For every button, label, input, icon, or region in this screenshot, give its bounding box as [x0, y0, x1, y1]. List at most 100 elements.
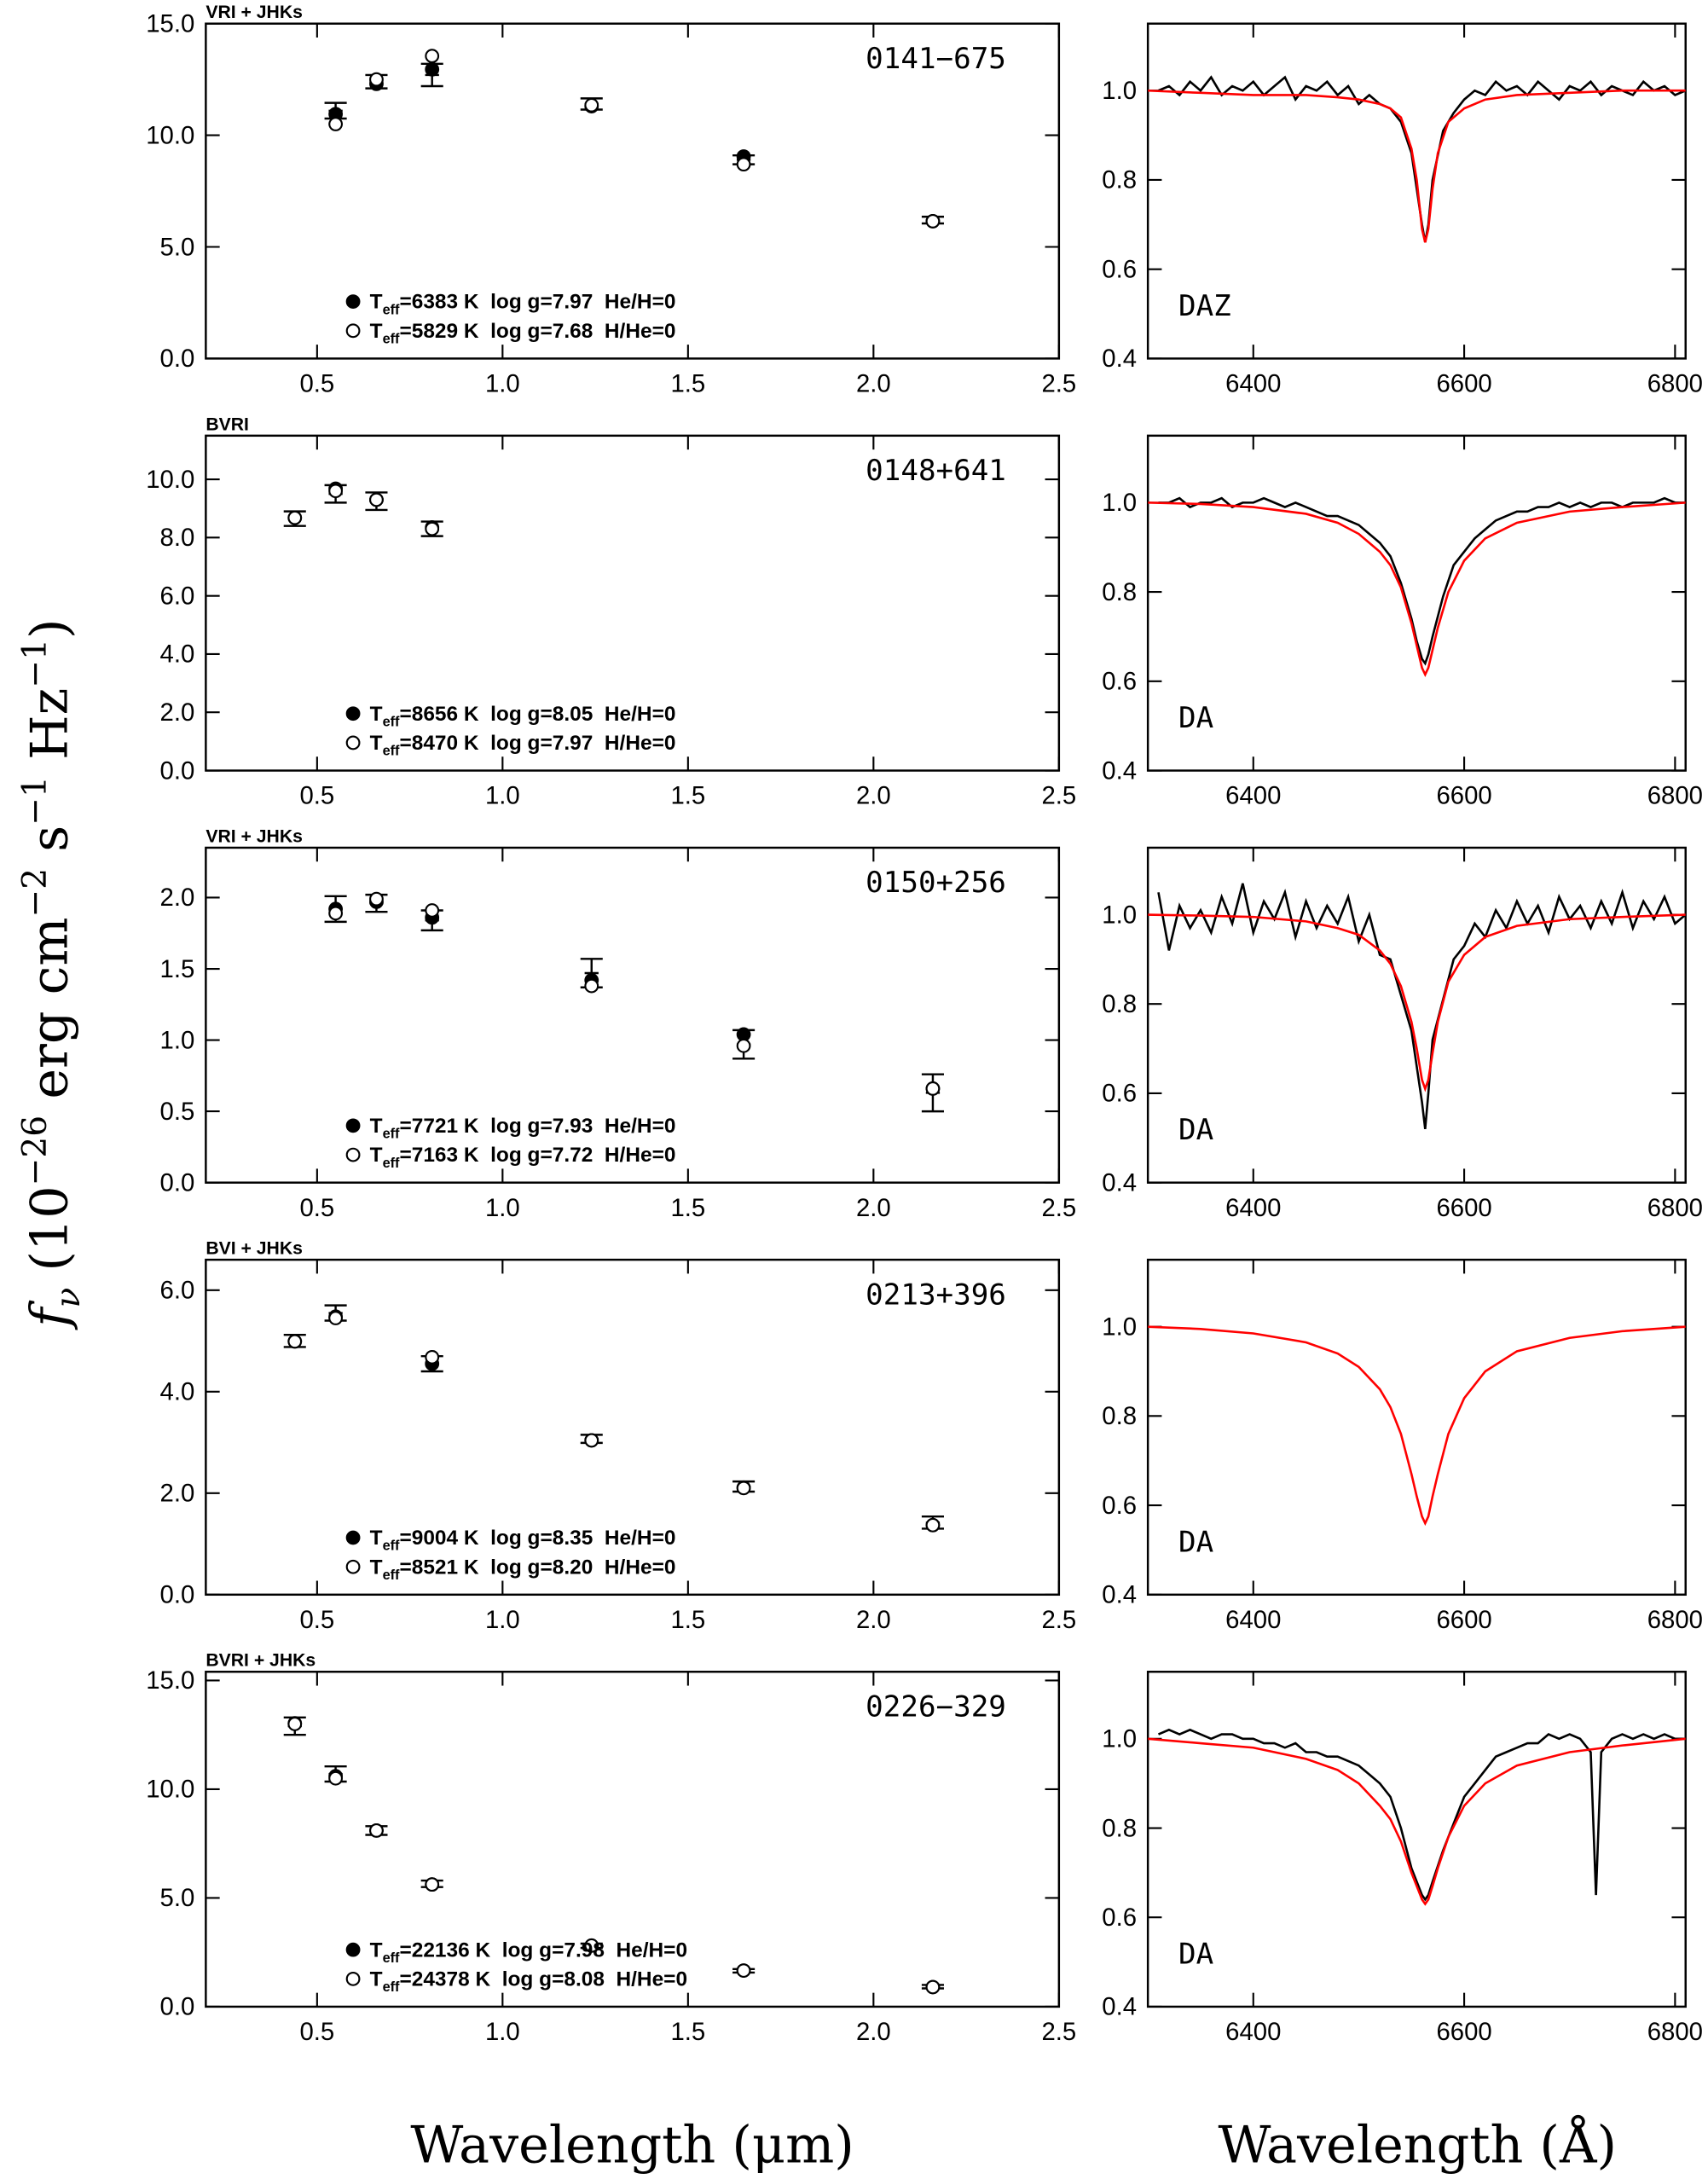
- y-tick-label: 6.0: [160, 1277, 195, 1305]
- x-tick-label: 1.5: [670, 2018, 705, 2046]
- y-tick-label: 0.0: [160, 1581, 195, 1609]
- spectral-type: DA: [1178, 1113, 1213, 1147]
- y-tick-label: 0.4: [1102, 345, 1137, 373]
- band-label: BVRI + JHKs: [206, 1651, 316, 1671]
- spectrum-line: [1148, 1325, 1686, 1527]
- x-axis-label: Wavelength (Å): [1218, 2114, 1617, 2175]
- x-tick-label: 1.5: [670, 370, 705, 398]
- y-tick-label: 10.0: [146, 121, 194, 149]
- legend-marker: [345, 1971, 361, 1986]
- plot-area: [283, 1304, 944, 1533]
- legend-text: =6383 K log g=7.97 He/H=0: [399, 291, 675, 314]
- legend-marker: [345, 735, 361, 750]
- legend-symbol: T: [370, 1556, 383, 1579]
- x-tick-label: 6400: [1225, 1194, 1281, 1222]
- y-tick-label: 0.4: [1102, 1581, 1137, 1609]
- legend-text: =8521 K log g=8.20 H/He=0: [399, 1556, 675, 1579]
- y-tick-label: 4.0: [160, 1378, 195, 1406]
- y-tick-label: 1.5: [160, 955, 195, 983]
- band-label: VRI + JHKs: [206, 826, 303, 846]
- model-point: [584, 978, 599, 994]
- y-tick-label: 0.4: [1102, 1993, 1137, 2021]
- x-tick-label: 2.0: [856, 1606, 891, 1634]
- plot-frame: [205, 434, 1061, 772]
- legend-marker: [345, 1559, 361, 1574]
- y-tick-label: 0.5: [160, 1098, 195, 1126]
- plot-area: [1148, 1728, 1686, 1906]
- label-part: (10: [20, 1185, 79, 1287]
- legend-entry: Teff=24378 K log g=8.08 H/He=0: [370, 1968, 687, 1996]
- model-point: [369, 891, 384, 907]
- legend-marker: [345, 1118, 361, 1133]
- object-label: 0213+396: [866, 1278, 1006, 1312]
- legend-symbol: T: [370, 1527, 383, 1550]
- legend-symbol: T: [370, 291, 383, 314]
- x-tick-label: 1.0: [485, 1194, 520, 1222]
- legend-entry: Teff=7721 K log g=7.93 He/H=0: [370, 1115, 676, 1142]
- legend-subscript: eff: [383, 331, 400, 346]
- legend-subscript: eff: [383, 744, 400, 759]
- model-point: [369, 1823, 384, 1838]
- y-tick-label: 0.8: [1102, 166, 1137, 194]
- x-tick-label: 6400: [1225, 2018, 1281, 2046]
- plot-frame: [205, 1258, 1061, 1597]
- plot-area: [283, 1716, 944, 1995]
- model-point: [425, 521, 440, 536]
- x-tick-label: 6800: [1647, 1606, 1703, 1634]
- x-tick-label: 2.0: [856, 782, 891, 810]
- x-tick-label: 1.0: [485, 1606, 520, 1634]
- band-label: BVRI: [206, 414, 249, 434]
- y-tick-label: 1.0: [1102, 1725, 1137, 1753]
- object-label: 0226−329: [866, 1689, 1006, 1724]
- y-tick-label: 0.0: [160, 345, 195, 373]
- legend-subscript: eff: [383, 302, 400, 317]
- y-tick-label: 5.0: [160, 1884, 195, 1912]
- model-point: [736, 1481, 751, 1496]
- spectrum-line: [1157, 75, 1686, 243]
- x-tick-label: 6600: [1436, 1194, 1491, 1222]
- legend-marker: [345, 323, 361, 339]
- spectrum-line: [1148, 501, 1686, 678]
- y-tick-label: 0.8: [1102, 990, 1137, 1018]
- label-part: s: [20, 826, 79, 868]
- model-point: [736, 1963, 751, 1979]
- x-tick-label: 6600: [1436, 1606, 1491, 1634]
- model-point: [925, 214, 941, 229]
- y-tick-label: 10.0: [146, 466, 194, 494]
- x-tick-label: 0.5: [299, 1194, 334, 1222]
- legend-marker: [345, 1530, 361, 1545]
- legend-subscript: eff: [383, 1950, 400, 1966]
- spectrum-line: [1148, 1737, 1686, 1906]
- model-point: [925, 1517, 941, 1533]
- y-tick-label: 0.0: [160, 1993, 195, 2021]
- x-tick-label: 1.0: [485, 370, 520, 398]
- plot-frame: [205, 22, 1061, 360]
- legend-symbol: T: [370, 320, 383, 343]
- x-tick-label: 2.5: [1041, 1606, 1076, 1634]
- plot-frame: [205, 846, 1061, 1184]
- y-tick-label: 1.0: [1102, 1313, 1137, 1341]
- model-point: [287, 1717, 303, 1731]
- x-tick-label: 0.5: [299, 782, 334, 810]
- legend-marker: [345, 706, 361, 722]
- legend-text: =24378 K log g=8.08 H/He=0: [399, 1968, 687, 1991]
- model-point: [425, 1349, 440, 1365]
- legend-symbol: T: [370, 703, 383, 726]
- legend-text: =7163 K log g=7.72 H/He=0: [399, 1144, 675, 1167]
- x-axis-label: Wavelength (μm): [410, 2115, 854, 2175]
- object-label: 0148+641: [866, 454, 1006, 488]
- legend-entry: Teff=5829 K log g=7.68 H/He=0: [370, 320, 676, 347]
- model-point: [736, 1038, 751, 1053]
- y-tick-label: 0.6: [1102, 1492, 1137, 1520]
- y-tick-label: 0.4: [1102, 756, 1137, 785]
- spectral-type: DAZ: [1178, 289, 1231, 323]
- y-tick-label: 2.0: [160, 1480, 195, 1508]
- model-point: [425, 49, 440, 64]
- object-label: 0141−675: [866, 42, 1006, 76]
- x-tick-label: 2.5: [1041, 370, 1076, 398]
- y-tick-label: 0.6: [1102, 1904, 1137, 1932]
- legend-symbol: T: [370, 1144, 383, 1167]
- y-tick-label: 5.0: [160, 233, 195, 261]
- y-tick-label: 15.0: [146, 1666, 194, 1695]
